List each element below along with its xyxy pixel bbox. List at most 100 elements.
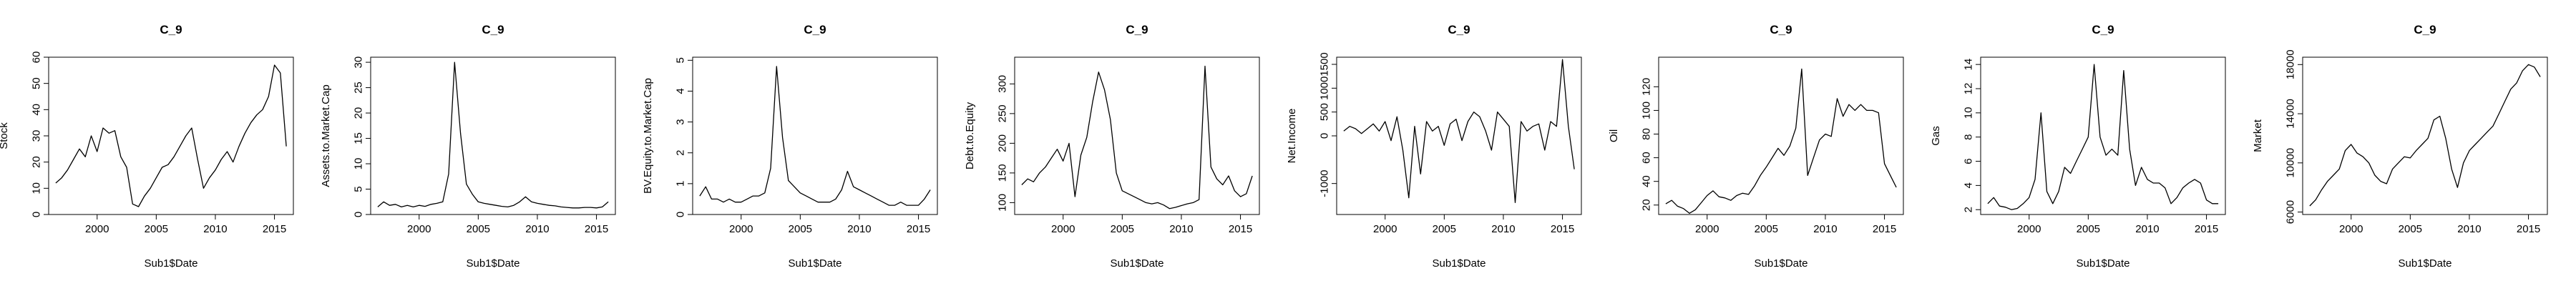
y-tick-label: 30	[31, 130, 43, 142]
y-tick-label: 200	[997, 134, 1009, 152]
x-axis-label: Sub1$Date	[1754, 257, 1807, 270]
y-tick-label: -1000	[1319, 169, 1331, 197]
plot-frame	[1014, 56, 1260, 215]
y-tick-label: 40	[1641, 175, 1653, 187]
plot-frame	[1336, 56, 1582, 215]
x-tick-label: 2010	[525, 223, 549, 235]
plot-frame	[48, 56, 294, 215]
y-tick-label: 150	[997, 164, 1009, 182]
x-tick-label: 2005	[1755, 223, 1778, 235]
y-tick-label: 10	[353, 158, 365, 170]
x-tick-label: 2000	[729, 223, 753, 235]
y-tick-label: 120	[1641, 78, 1653, 96]
plot-frame	[1980, 56, 2226, 215]
chart-panel-5: C_9 Sub1$Date Net.Income 2000 2005 2010 2015 -1…	[1286, 23, 1582, 270]
x-tick-label: 2000	[1373, 223, 1397, 235]
x-tick-label: 2015	[1873, 223, 1896, 235]
y-tick-label: 12	[1963, 83, 1975, 95]
y-tick-label: 60	[1641, 152, 1653, 164]
x-tick-label: 2005	[467, 223, 490, 235]
y-tick-label: 60	[31, 51, 43, 64]
x-tick-label: 2000	[2017, 223, 2041, 235]
y-tick-label: 0	[675, 212, 687, 217]
y-tick-label: 14000	[2285, 99, 2297, 129]
y-tick-label: 10	[31, 182, 43, 194]
y-tick-label: 6000	[2285, 200, 2297, 224]
x-tick-label: 2010	[1813, 223, 1837, 235]
y-tick-label: 0	[353, 212, 365, 217]
y-tick-label: 18000	[2285, 49, 2297, 79]
y-tick-label: 8	[1963, 134, 1975, 140]
x-tick-label: 2005	[1111, 223, 1134, 235]
plot-frame	[370, 56, 616, 215]
chart-panel-1: C_9 Sub1$Date Stock 2000 2005 2010 2015 0 10 20 30…	[0, 23, 294, 270]
series-line	[55, 64, 287, 207]
x-axis-label: Sub1$Date	[2076, 257, 2129, 270]
series-line	[699, 66, 931, 206]
chart-panel-3: C_9 Sub1$Date BV.Equity.to.Market.Cap 2000 2…	[642, 23, 938, 270]
x-tick-label: 2010	[203, 223, 227, 235]
x-tick-label: 2010	[2135, 223, 2159, 235]
x-tick-label: 2015	[263, 223, 286, 235]
chart-panel-7: C_9 Sub1$Date Gas 2000 2005 2010 2015 2 4 6 8 10 12 1…	[1930, 23, 2226, 270]
y-tick-label: 50	[31, 77, 43, 89]
y-tick-label: 4	[1963, 182, 1975, 188]
x-tick-label: 2005	[1433, 223, 1456, 235]
y-tick-label: 20	[1641, 199, 1653, 211]
x-tick-label: 2015	[585, 223, 608, 235]
x-tick-label: 2000	[85, 223, 109, 235]
x-tick-label: 2010	[847, 223, 871, 235]
series-line	[1987, 64, 2219, 210]
x-axis-label: Sub1$Date	[1432, 257, 1485, 270]
y-tick-label: 5	[353, 186, 365, 192]
y-tick-label: 10000	[2285, 148, 2297, 178]
y-tick-label: 2	[1963, 207, 1975, 212]
x-tick-label: 2005	[2399, 223, 2422, 235]
chart-title: C_9	[160, 23, 182, 36]
chart-title: C_9	[482, 23, 504, 36]
y-tick-label: 14	[1963, 59, 1975, 71]
plot-frame	[1658, 56, 1904, 215]
y-tick-label: 20	[31, 156, 43, 168]
y-axis-label: Market	[2252, 119, 2264, 152]
y-axis-label: BV.Equity.to.Market.Cap	[642, 78, 654, 194]
y-tick-label: 4	[675, 88, 687, 94]
x-tick-label: 2010	[1491, 223, 1515, 235]
x-tick-label: 2000	[1695, 223, 1719, 235]
chart-title: C_9	[1770, 23, 1792, 36]
series-line	[1021, 65, 1253, 209]
x-axis-label: Sub1$Date	[788, 257, 841, 270]
y-axis-label: Stock	[0, 122, 10, 149]
y-axis-label: Debt.to.Equity	[964, 102, 976, 169]
y-tick-label: 5	[675, 57, 687, 63]
y-tick-label: 20	[353, 107, 365, 119]
y-tick-label: 100	[997, 194, 1009, 212]
chart-title: C_9	[2092, 23, 2114, 36]
x-tick-label: 2000	[1051, 223, 1075, 235]
y-tick-label: 25	[353, 82, 365, 94]
x-tick-label: 2005	[2077, 223, 2100, 235]
chart-panel-8: C_9 Sub1$Date Market 2000 2005 2010 2015 6000 10…	[2252, 23, 2548, 270]
chart-panel-4: C_9 Sub1$Date Debt.to.Equity 2000 2005 2010 20…	[964, 23, 1260, 270]
x-tick-label: 2000	[407, 223, 431, 235]
y-tick-label: 1000	[1319, 77, 1331, 100]
y-tick-label: 0	[31, 212, 43, 217]
y-tick-label: 1	[675, 181, 687, 187]
y-tick-label: 2	[675, 150, 687, 156]
y-tick-label: 3	[675, 119, 687, 124]
chart-title: C_9	[1448, 23, 1470, 36]
y-tick-label: 1500	[1319, 52, 1331, 76]
x-axis-label: Sub1$Date	[144, 257, 197, 270]
series-line	[2309, 64, 2541, 207]
plot-frame	[2302, 56, 2548, 215]
chart-title: C_9	[2414, 23, 2436, 36]
x-tick-label: 2015	[2195, 223, 2218, 235]
chart-title: C_9	[1126, 23, 1148, 36]
x-axis-label: Sub1$Date	[466, 257, 519, 270]
y-tick-label: 40	[31, 104, 43, 116]
y-tick-label: 0	[1319, 133, 1331, 139]
x-tick-label: 2010	[2457, 223, 2481, 235]
x-tick-label: 2000	[2339, 223, 2363, 235]
